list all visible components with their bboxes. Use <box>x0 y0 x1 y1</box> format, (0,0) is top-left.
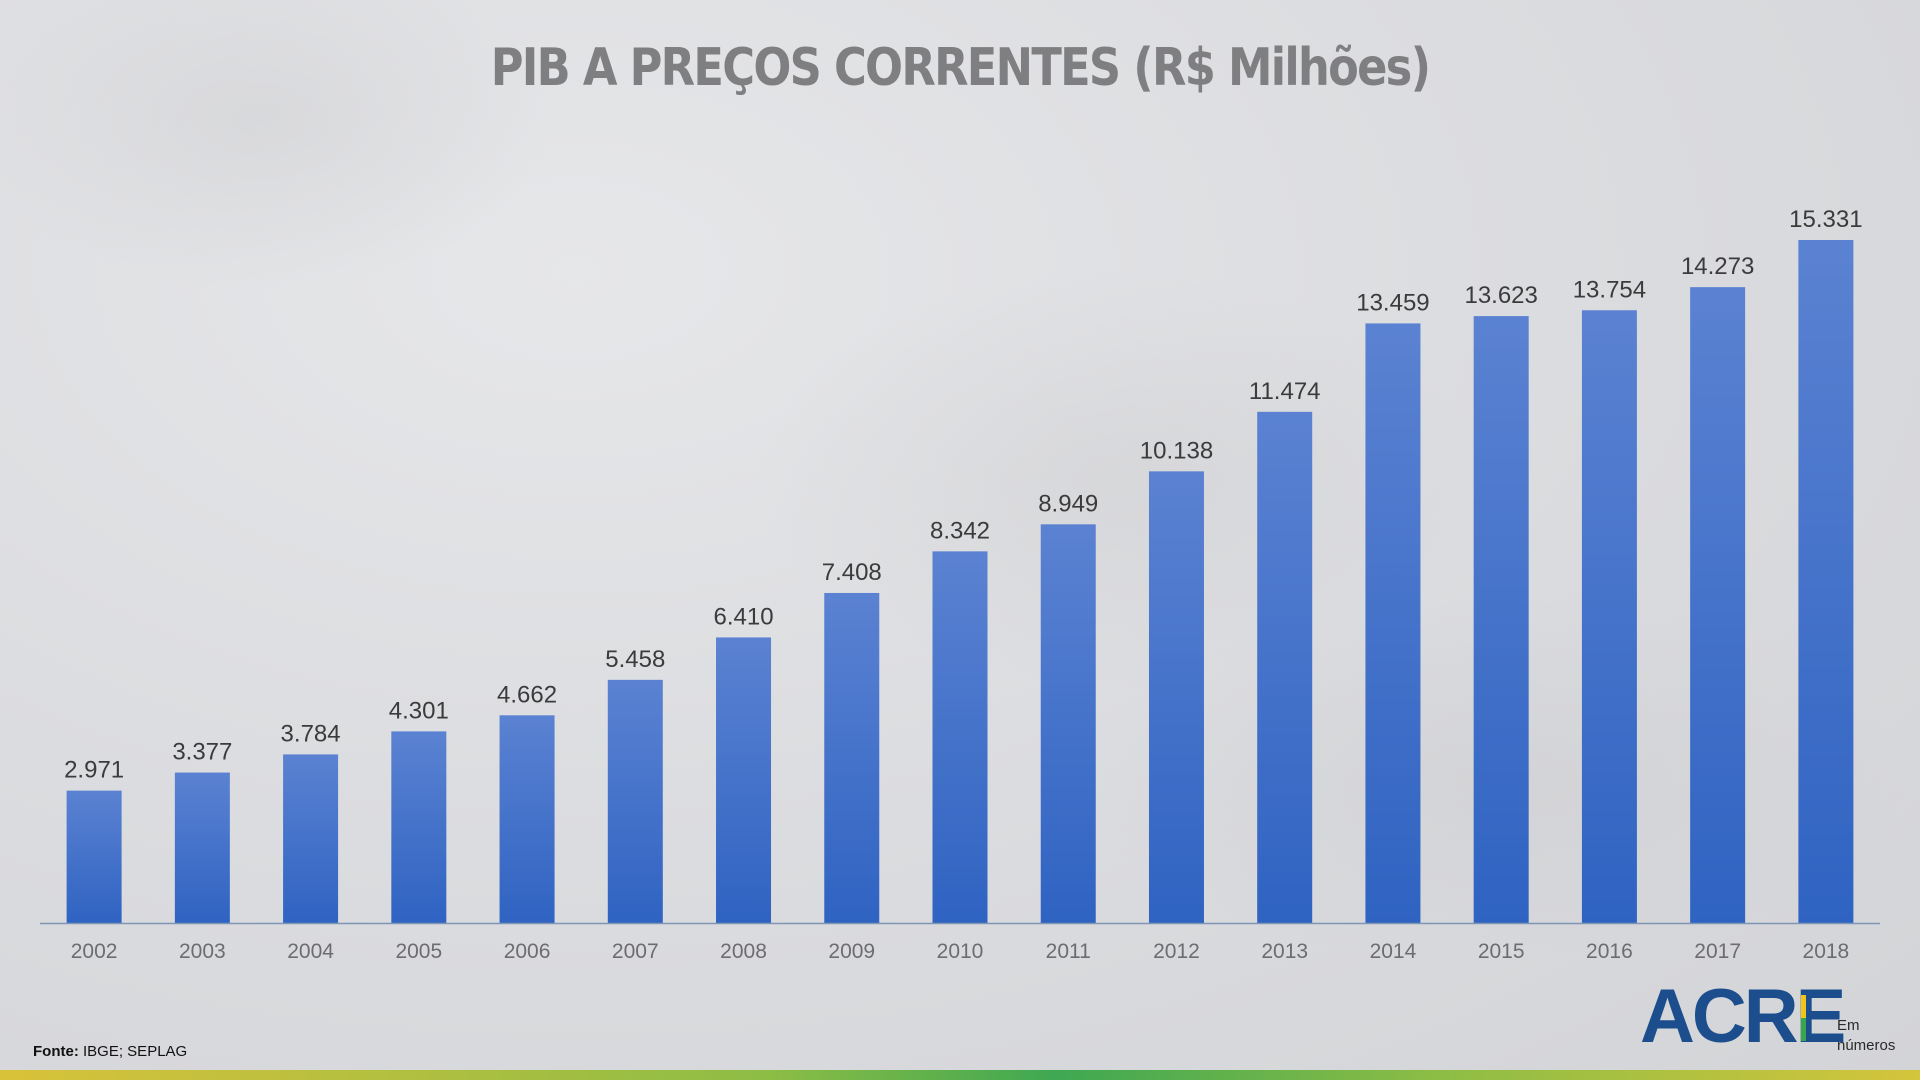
x-tick-label-2013: 2013 <box>1261 940 1308 963</box>
bar-2015 <box>1473 316 1529 924</box>
data-label-2003: 3.377 <box>172 739 232 766</box>
x-tick-label-2009: 2009 <box>828 940 875 963</box>
data-label-2014: 13.459 <box>1356 289 1429 316</box>
x-tick-labels-group: 2002 2003 2004 2005 2006 2007 2008 2009 2010 2011… <box>71 940 1849 963</box>
bars-group <box>66 240 1854 924</box>
x-tick-label-2007: 2007 <box>612 940 659 963</box>
bar-2002 <box>66 790 122 923</box>
bar-2010 <box>932 551 988 923</box>
logo-wordmark: ACRE <box>1640 974 1846 1059</box>
logo-subtitle-line2: números <box>1837 1037 1896 1054</box>
data-label-2002: 2.971 <box>64 757 124 784</box>
x-tick-label-2016: 2016 <box>1586 940 1633 963</box>
bar-2012 <box>1148 471 1204 923</box>
x-tick-label-2010: 2010 <box>937 940 984 963</box>
x-tick-label-2002: 2002 <box>71 940 118 963</box>
x-tick-label-2014: 2014 <box>1370 940 1417 963</box>
chart-title: PIB A PREÇOS CORRENTES (R$ Milhões) <box>490 38 1431 98</box>
source-label: Fonte: <box>33 1043 79 1060</box>
bar-2003 <box>174 772 230 923</box>
bar-2014 <box>1365 323 1421 923</box>
data-label-2006: 4.662 <box>497 681 557 708</box>
data-labels-group: 2.971 3.377 3.784 4.301 4.662 5.458 6.410 7.408… <box>64 206 1862 784</box>
data-label-2017: 14.273 <box>1681 253 1754 280</box>
x-tick-label-2011: 2011 <box>1046 940 1091 963</box>
data-label-2009: 7.408 <box>822 559 882 586</box>
data-label-2010: 8.342 <box>930 517 990 544</box>
acre-em-numeros-logo: ACRE Em números <box>1640 979 1910 1056</box>
x-tick-label-2018: 2018 <box>1803 940 1850 963</box>
data-label-2004: 3.784 <box>281 720 341 747</box>
logo-accent-bar <box>1801 995 1806 1041</box>
bar-2006 <box>499 715 555 923</box>
data-label-2007: 5.458 <box>605 646 665 673</box>
bar-2013 <box>1257 411 1313 923</box>
x-tick-label-2005: 2005 <box>395 940 442 963</box>
data-label-2013: 11.474 <box>1249 378 1321 405</box>
bar-2005 <box>391 731 447 923</box>
x-tick-label-2017: 2017 <box>1694 940 1741 963</box>
bar-2018 <box>1798 240 1854 923</box>
data-label-2011: 8.949 <box>1038 490 1098 517</box>
bar-2016 <box>1581 310 1637 924</box>
x-tick-label-2015: 2015 <box>1478 940 1525 963</box>
bar-2004 <box>283 754 339 923</box>
bar-chart: 2.971 3.377 3.784 4.301 4.662 5.458 6.410 7.408… <box>40 206 1880 963</box>
logo-subtitle: Em números <box>1837 1016 1895 1056</box>
bottom-color-strip <box>0 1070 1920 1080</box>
data-label-2005: 4.301 <box>389 697 449 724</box>
logo-subtitle-line1: Em <box>1837 1017 1860 1034</box>
x-tick-label-2006: 2006 <box>504 940 551 963</box>
data-label-2016: 13.754 <box>1573 276 1646 303</box>
data-label-2012: 10.138 <box>1140 437 1213 464</box>
data-label-2018: 15.331 <box>1789 206 1862 233</box>
source-note: Fonte: IBGE; SEPLAG <box>33 1043 187 1060</box>
x-tick-label-2004: 2004 <box>287 940 334 963</box>
x-tick-label-2003: 2003 <box>179 940 226 963</box>
data-label-2015: 13.623 <box>1464 282 1537 309</box>
bar-2017 <box>1690 287 1746 924</box>
bar-2007 <box>607 679 663 923</box>
data-label-2008: 6.410 <box>713 603 773 630</box>
x-tick-label-2008: 2008 <box>720 940 767 963</box>
bar-2009 <box>824 592 880 923</box>
bar-2011 <box>1040 524 1096 923</box>
x-tick-label-2012: 2012 <box>1153 940 1200 963</box>
bar-2008 <box>716 637 772 923</box>
source-text: IBGE; SEPLAG <box>83 1043 188 1060</box>
